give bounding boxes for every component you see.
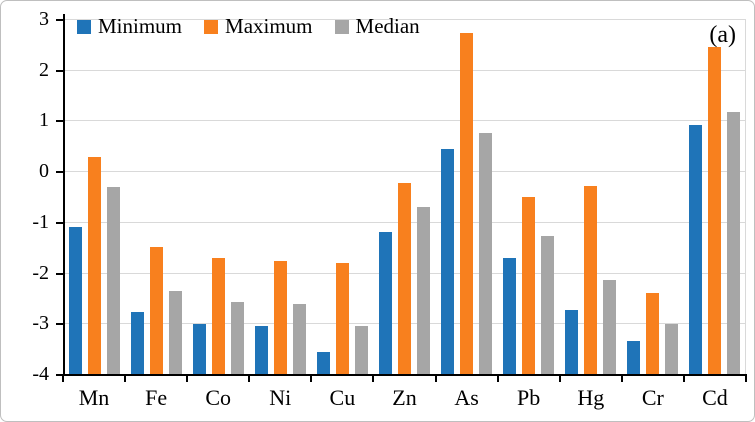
y-axis-tick bbox=[56, 221, 63, 224]
bar-minimum-Pb bbox=[503, 258, 517, 374]
plot-right-border bbox=[745, 19, 746, 374]
legend-swatch-icon bbox=[77, 19, 91, 34]
x-axis-tick bbox=[558, 374, 561, 382]
bar-maximum-Cr bbox=[646, 293, 660, 374]
gridline bbox=[63, 120, 746, 122]
bar-minimum-As bbox=[441, 149, 455, 374]
legend-item-maximum: Maximum bbox=[204, 14, 313, 39]
x-axis-tick bbox=[310, 374, 313, 382]
y-tick-label: -1 bbox=[32, 210, 49, 233]
bar-minimum-Fe bbox=[130, 312, 144, 374]
x-axis-tick bbox=[745, 374, 747, 382]
y-tick-label: 0 bbox=[39, 160, 49, 183]
x-axis-line bbox=[62, 374, 747, 376]
y-axis-tick bbox=[56, 69, 63, 72]
bar-minimum-Co bbox=[192, 323, 206, 374]
x-axis-tick bbox=[62, 374, 64, 382]
y-axis-tick bbox=[56, 19, 63, 21]
x-axis-tick bbox=[682, 374, 685, 382]
x-axis-tick bbox=[248, 374, 251, 382]
y-tick-label: -3 bbox=[32, 312, 49, 335]
gridline bbox=[63, 69, 746, 71]
legend-swatch-icon bbox=[334, 19, 349, 34]
x-axis-tick bbox=[434, 374, 437, 382]
bar-minimum-Cu bbox=[316, 352, 330, 374]
x-category-label: Cr bbox=[641, 385, 664, 410]
y-tick-label: -2 bbox=[32, 261, 49, 284]
y-tick-label: 3 bbox=[39, 8, 49, 30]
bar-maximum-Cu bbox=[335, 263, 349, 374]
bar-maximum-Hg bbox=[584, 186, 598, 374]
bar-median-As bbox=[479, 132, 493, 374]
bar-median-Mn bbox=[106, 187, 120, 374]
y-axis-tick bbox=[56, 120, 63, 123]
bar-minimum-Zn bbox=[379, 232, 392, 374]
y-axis-tick bbox=[56, 272, 63, 275]
x-category-label: Pb bbox=[517, 385, 541, 410]
bar-median-Ni bbox=[292, 303, 306, 374]
bar-maximum-Ni bbox=[273, 261, 287, 374]
bar-maximum-As bbox=[460, 33, 474, 374]
bar-median-Cd bbox=[727, 112, 741, 374]
bar-maximum-Mn bbox=[87, 157, 101, 374]
x-category-label: Cu bbox=[329, 385, 356, 410]
x-category-label: Cd bbox=[702, 385, 728, 410]
x-category-label: Co bbox=[205, 385, 232, 410]
x-axis-tick bbox=[496, 374, 499, 382]
legend-item-minimum: Minimum bbox=[77, 14, 182, 39]
plot-area bbox=[63, 19, 746, 374]
bar-median-Co bbox=[230, 301, 244, 374]
x-axis-tick bbox=[186, 374, 189, 382]
bar-median-Hg bbox=[603, 280, 617, 374]
bar-minimum-Cd bbox=[689, 124, 703, 374]
x-axis-tick bbox=[620, 374, 623, 382]
bar-median-Pb bbox=[541, 236, 555, 374]
bar-median-Cu bbox=[354, 326, 368, 374]
x-category-label: Zn bbox=[392, 385, 417, 410]
panel-label: (a) bbox=[709, 22, 736, 48]
legend: Minimum Maximum Median bbox=[77, 14, 420, 39]
bar-median-Fe bbox=[168, 291, 182, 374]
legend-label: Minimum bbox=[98, 14, 183, 38]
gridline bbox=[63, 19, 746, 20]
x-category-label: Ni bbox=[269, 385, 292, 410]
bar-median-Zn bbox=[417, 207, 430, 374]
bar-maximum-Fe bbox=[149, 246, 163, 374]
legend-label: Median bbox=[355, 14, 420, 38]
bar-minimum-Cr bbox=[627, 340, 641, 374]
legend-item-median: Median bbox=[334, 14, 420, 39]
bar-minimum-Hg bbox=[565, 309, 579, 374]
y-tick-label: 1 bbox=[39, 109, 49, 132]
gridline bbox=[63, 171, 746, 173]
bar-median-Cr bbox=[665, 323, 679, 374]
legend-swatch-icon bbox=[204, 19, 219, 34]
bar-maximum-Co bbox=[211, 258, 225, 374]
x-category-label: Mn bbox=[78, 385, 110, 410]
y-axis-tick bbox=[56, 323, 63, 326]
bar-maximum-Pb bbox=[522, 197, 536, 374]
y-axis-tick bbox=[56, 171, 63, 174]
x-category-label: As bbox=[454, 385, 479, 410]
bar-minimum-Mn bbox=[68, 226, 82, 374]
bar-maximum-Cd bbox=[708, 46, 722, 374]
y-axis-tick bbox=[56, 374, 63, 376]
x-axis-tick bbox=[124, 374, 127, 382]
bar-maximum-Zn bbox=[398, 182, 411, 374]
x-axis-tick bbox=[372, 374, 375, 382]
legend-label: Maximum bbox=[225, 14, 313, 38]
x-category-label: Hg bbox=[577, 385, 605, 410]
x-category-label: Fe bbox=[145, 385, 168, 410]
y-tick-label: -4 bbox=[32, 363, 49, 385]
y-tick-label: 2 bbox=[39, 58, 49, 81]
bar-minimum-Ni bbox=[254, 326, 268, 374]
y-axis-line bbox=[63, 14, 65, 376]
